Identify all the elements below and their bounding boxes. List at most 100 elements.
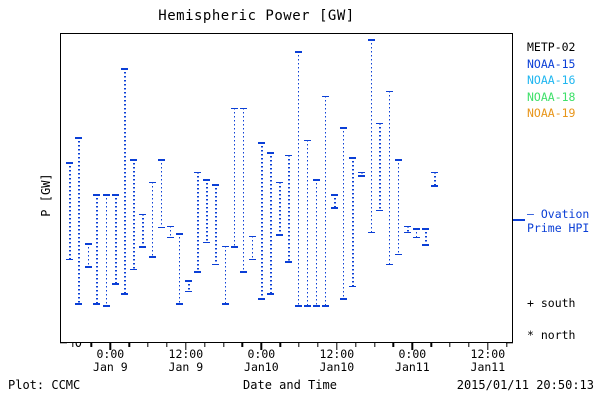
data-bar [212, 184, 220, 266]
bar-cap-high [84, 243, 92, 245]
bar-cap-low [66, 258, 74, 261]
plot-timestamp: 2015/01/11 20:50:13 [456, 378, 594, 392]
x-tick-mark [260, 343, 263, 350]
bar-cap-low [221, 303, 229, 305]
legend-item-noaa-15: NOAA-15 [527, 56, 576, 71]
bar-stem [425, 228, 427, 246]
bar-cap-low [203, 241, 211, 244]
page-title: Hemispheric Power [GW] [158, 8, 355, 24]
bar-cap-high [422, 228, 430, 230]
bar-stem [197, 171, 199, 273]
bar-cap-low [239, 271, 247, 273]
ovation-line-swatch [513, 219, 525, 221]
bar-cap-high [166, 225, 174, 228]
bar-cap-high [157, 159, 165, 162]
bar-cap-low [294, 305, 302, 308]
bar-stem [124, 68, 126, 295]
data-bar [157, 159, 165, 229]
bar-cap-low [303, 305, 311, 308]
bar-cap-low [194, 271, 202, 273]
bar-stem [334, 193, 336, 209]
bar-cap-low [367, 231, 375, 234]
x-tick-mark [128, 343, 130, 347]
x-tick-mark [222, 343, 225, 347]
bar-stem [105, 193, 108, 308]
bar-cap-high [148, 181, 156, 184]
bar-stem [142, 213, 144, 249]
bar-stem [160, 159, 163, 229]
bar-stem [434, 171, 436, 187]
data-bar [412, 228, 420, 239]
legend-item-noaa-19: NOAA-19 [527, 106, 576, 120]
x-tick-label: 0:00 Jan11 [395, 348, 430, 374]
bar-cap-low [431, 184, 439, 187]
bar-cap-low [394, 253, 402, 256]
y-tick-mark [506, 342, 513, 344]
data-bar [139, 213, 147, 249]
bar-cap-low [404, 231, 412, 234]
data-bar [203, 179, 211, 244]
data-bar [93, 193, 101, 305]
bar-cap-high [303, 139, 311, 142]
x-tick-mark [147, 343, 149, 347]
x-axis-label: Date and Time [243, 378, 337, 392]
x-tick-mark [449, 343, 451, 347]
x-tick-mark [204, 343, 206, 347]
data-bar [321, 95, 329, 308]
bar-cap-high [248, 235, 256, 238]
bar-cap-high [367, 38, 375, 41]
x-tick-label: 12:00 Jan 9 [169, 348, 204, 374]
bar-cap-low [285, 261, 293, 263]
data-bar [102, 193, 110, 308]
bar-cap-high [267, 152, 274, 154]
bar-cap-high [349, 157, 357, 159]
bar-cap-low [148, 256, 156, 258]
bar-cap-high [203, 179, 211, 181]
data-bar [121, 68, 129, 295]
data-bar [294, 51, 302, 308]
plot-credit: Plot: CCMC [8, 378, 81, 392]
bar-cap-low [276, 234, 284, 236]
x-tick-date: Jan 9 [93, 360, 128, 374]
bar-stem [251, 235, 254, 261]
x-tick-time: 12:00 [319, 347, 355, 361]
x-tick-label: 12:00 Jan10 [320, 348, 355, 374]
bar-cap-low [139, 246, 147, 249]
bar-stem [407, 225, 409, 234]
data-bar [394, 159, 402, 256]
x-tick-time: 0:00 [247, 347, 276, 361]
bar-stem [279, 181, 281, 236]
x-tick-mark [279, 343, 281, 347]
data-bar [66, 161, 74, 261]
data-bar [84, 243, 92, 268]
data-bar [175, 233, 183, 305]
data-bar [276, 181, 284, 236]
bar-cap-low [385, 263, 393, 266]
x-tick-date: Jan11 [470, 360, 506, 374]
bar-stem [215, 184, 217, 266]
data-bar [194, 171, 202, 273]
data-bar [239, 107, 247, 273]
bar-cap-high [66, 161, 74, 164]
data-bar [376, 122, 384, 212]
bar-cap-low [102, 305, 110, 308]
bar-cap-low [75, 303, 83, 305]
bar-stem [297, 51, 300, 308]
bar-cap-high [185, 280, 193, 282]
x-tick-date: Jan11 [395, 360, 430, 374]
bar-cap-high [394, 159, 402, 162]
x-tick-mark [373, 343, 376, 347]
bar-cap-high [431, 171, 439, 174]
bar-cap-low [175, 303, 183, 305]
bar-cap-high [239, 107, 247, 110]
bar-cap-low [157, 226, 165, 229]
data-bar [185, 280, 193, 293]
data-bar [431, 171, 439, 187]
x-tick-label: 12:00 Jan11 [471, 348, 506, 374]
bar-stem [206, 179, 208, 244]
bar-cap-high [221, 245, 229, 248]
bar-cap-low [412, 236, 420, 239]
bar-stem [315, 179, 318, 308]
north-symbol-legend: * north [527, 328, 576, 342]
